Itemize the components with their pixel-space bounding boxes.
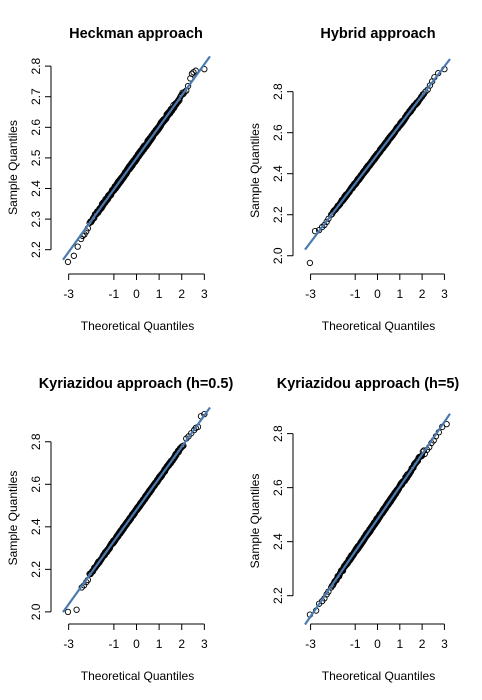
- qq-point: [74, 243, 81, 250]
- x-tick-label: -3: [305, 637, 316, 651]
- y-tick-label: 2.8: [271, 83, 285, 100]
- x-axis-label: Theoretical Quantiles: [81, 319, 194, 333]
- qq-reference-line: [62, 406, 211, 613]
- y-tick-label: 2.6: [271, 124, 285, 141]
- y-tick-label: 2.8: [29, 57, 43, 74]
- qq-panel-4: Kyriazidou approach (h=5) -3 -1 0 1 2 3 Theoret…: [248, 376, 459, 683]
- sample-points: [64, 66, 208, 266]
- qq-point: [179, 443, 186, 450]
- qq-reference-line: [62, 55, 211, 261]
- x-tick-label: 0: [133, 637, 140, 651]
- x-tick-label: -3: [63, 637, 74, 651]
- qq-reference-line: [304, 413, 451, 626]
- panel-title: Hybrid approach: [320, 26, 435, 42]
- y-tick-label: 2.6: [29, 119, 43, 136]
- x-tick-label: 2: [178, 637, 185, 651]
- qq-panel-2: Hybrid approach -3 -1 0 1 2 3 Theoretical Quant…: [248, 26, 451, 333]
- y-tick-label: 2.4: [271, 165, 285, 182]
- qq-point: [181, 88, 188, 96]
- x-tick-label: 3: [201, 637, 208, 651]
- qq-point: [306, 259, 314, 267]
- x-tick-label: -1: [350, 287, 361, 301]
- y-tick-label: 2.0: [29, 603, 43, 620]
- x-tick-label: -1: [109, 287, 120, 301]
- qq-point: [64, 258, 72, 266]
- x-axis-label: Theoretical Quantiles: [322, 669, 435, 683]
- x-tick-label: 2: [419, 637, 426, 651]
- x-tick-label: 3: [441, 637, 448, 651]
- qq-point: [70, 252, 78, 259]
- y-tick-label: 2.6: [29, 476, 43, 493]
- y-tick-label: 2.8: [271, 425, 285, 442]
- x-tick-label: 1: [156, 637, 163, 651]
- y-tick-label: 2.2: [29, 241, 43, 258]
- panel-title: Kyriazidou approach (h=5): [277, 376, 460, 392]
- panel-title: Heckman approach: [69, 26, 203, 42]
- x-tick-label: 0: [133, 287, 140, 301]
- x-tick-label: 1: [396, 637, 403, 651]
- qq-point: [184, 82, 192, 90]
- sample-points: [306, 65, 448, 267]
- x-tick-label: 2: [419, 287, 426, 301]
- panel-title: Kyriazidou approach (h=0.5): [39, 376, 234, 392]
- x-tick-label: -3: [63, 287, 74, 301]
- x-tick-label: -1: [350, 637, 361, 651]
- y-tick-label: 2.2: [271, 587, 285, 604]
- sample-points: [64, 410, 208, 616]
- qq-point: [323, 218, 330, 226]
- x-tick-label: 0: [374, 287, 381, 301]
- x-tick-label: 2: [178, 287, 185, 301]
- qq-panel-3: Kyriazidou approach (h=0.5) -3 -1 0 1 2 3 Theor…: [6, 376, 233, 683]
- y-tick-label: 2.2: [29, 561, 43, 578]
- x-tick-label: 3: [441, 287, 448, 301]
- x-tick-label: 3: [201, 287, 208, 301]
- y-tick-label: 2.7: [29, 88, 43, 105]
- y-tick-label: 2.6: [271, 479, 285, 496]
- y-axis-label: Sample Quantiles: [248, 123, 262, 218]
- y-tick-label: 2.5: [29, 149, 43, 166]
- x-tick-label: 1: [156, 287, 163, 301]
- y-tick-label: 2.3: [29, 210, 43, 227]
- qq-point: [64, 608, 72, 616]
- x-tick-label: 1: [396, 287, 403, 301]
- y-tick-label: 2.4: [271, 533, 285, 550]
- qq-point: [188, 70, 196, 77]
- y-tick-label: 2.8: [29, 433, 43, 450]
- x-axis-label: Theoretical Quantiles: [81, 669, 194, 683]
- y-tick-label: 2.4: [29, 180, 43, 197]
- x-tick-label: -1: [109, 637, 120, 651]
- x-tick-label: 0: [374, 637, 381, 651]
- qq-point: [325, 215, 332, 222]
- y-axis-label: Sample Quantiles: [6, 120, 20, 215]
- x-axis-label: Theoretical Quantiles: [322, 319, 435, 333]
- x-tick-label: -3: [305, 287, 316, 301]
- y-tick-label: 2.0: [271, 247, 285, 264]
- qq-reference-line: [304, 58, 451, 251]
- qq-panel-1: Heckman approach -3 -1 0 1 2 3 Theoretical Quan…: [6, 26, 211, 333]
- qq-point: [73, 606, 80, 613]
- y-tick-label: 2.4: [29, 518, 43, 535]
- y-axis-label: Sample Quantiles: [6, 471, 20, 566]
- y-tick-label: 2.2: [271, 206, 285, 223]
- y-axis-label: Sample Quantiles: [248, 474, 262, 569]
